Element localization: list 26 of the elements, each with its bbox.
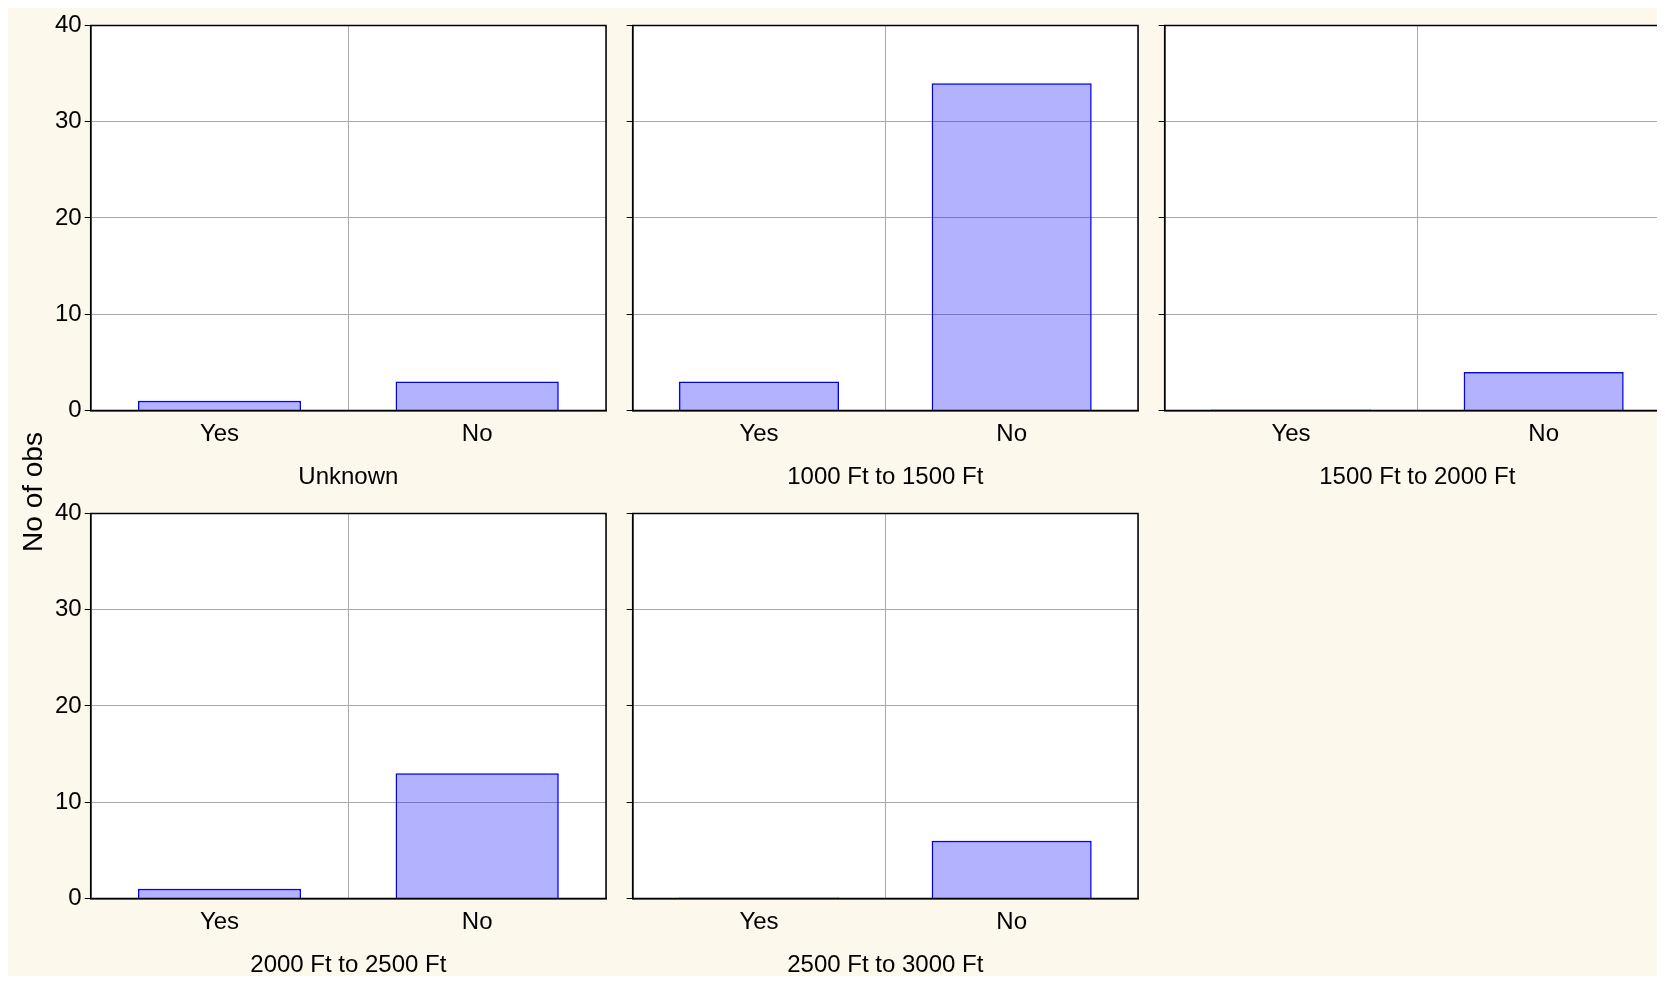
y-tick-label: 30 bbox=[54, 106, 82, 134]
x-tick-label: No bbox=[996, 907, 1028, 935]
x-axis-title: Unknown bbox=[298, 462, 399, 490]
y-tick-label: 30 bbox=[54, 594, 82, 622]
x-tick-label: Yes bbox=[739, 419, 779, 447]
x-tick-label: Yes bbox=[1271, 419, 1311, 447]
x-axis-title: 2500 Ft to 3000 Ft bbox=[787, 950, 984, 978]
y-tick-label: 10 bbox=[54, 298, 82, 326]
x-axis-title: 2000 Ft to 2500 Ft bbox=[250, 950, 447, 978]
x-axis-title: 1500 Ft to 2000 Ft bbox=[1319, 462, 1516, 490]
x-tick-label: No bbox=[461, 907, 493, 935]
x-tick-label: No bbox=[996, 419, 1028, 447]
y-tick-label: 20 bbox=[54, 202, 82, 230]
x-tick-label: Yes bbox=[199, 419, 240, 447]
y-tick-label: 40 bbox=[54, 10, 82, 38]
y-tick-label: 40 bbox=[54, 498, 82, 526]
y-tick-label: 0 bbox=[68, 395, 82, 423]
x-tick-label: Yes bbox=[739, 907, 779, 935]
y-tick-label: 20 bbox=[54, 690, 82, 718]
y-axis-title: No of obs bbox=[17, 432, 49, 552]
x-tick-label: Yes bbox=[199, 907, 240, 935]
y-tick-label: 0 bbox=[68, 883, 82, 911]
y-tick-label: 10 bbox=[54, 786, 82, 814]
x-tick-label: No bbox=[1528, 419, 1560, 447]
x-tick-label: No bbox=[461, 419, 493, 447]
x-axis-title: 1000 Ft to 1500 Ft bbox=[787, 462, 984, 490]
